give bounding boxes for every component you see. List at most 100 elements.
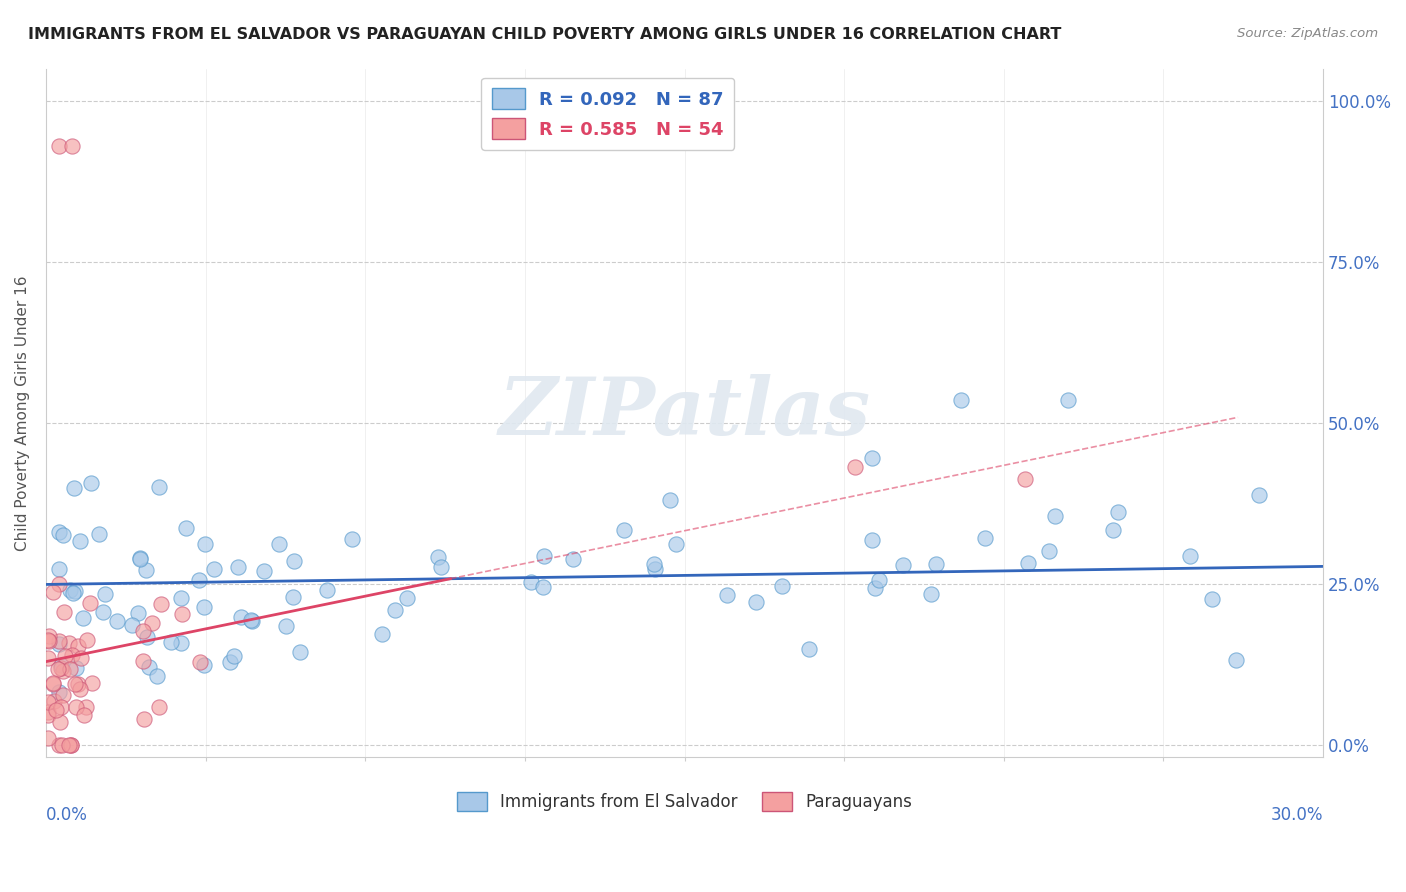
Point — [65, 661, 87, 675]
Point — [52, 605, 75, 619]
Point — [1247, 487, 1270, 501]
Point — [129, 552, 152, 566]
Point — [149, 597, 172, 611]
Point — [53, 649, 76, 664]
Point — [37, 633, 59, 648]
Point — [45, 703, 67, 717]
Point — [924, 558, 946, 572]
Point — [384, 603, 406, 617]
Point — [82, 675, 104, 690]
Point — [1108, 505, 1130, 519]
Point — [430, 560, 453, 574]
Point — [644, 562, 666, 576]
Point — [59, 738, 82, 752]
Point — [973, 531, 995, 545]
Point — [863, 581, 886, 595]
Point — [1017, 556, 1039, 570]
Text: Source: ZipAtlas.com: Source: ZipAtlas.com — [1237, 27, 1378, 40]
Point — [240, 614, 263, 628]
Point — [73, 708, 96, 723]
Point — [643, 557, 665, 571]
Point — [58, 738, 80, 752]
Point — [72, 611, 94, 625]
Point — [533, 549, 555, 564]
Point — [69, 682, 91, 697]
Point — [1038, 543, 1060, 558]
Point — [658, 493, 681, 508]
Point — [146, 668, 169, 682]
Point — [188, 574, 211, 588]
Point — [52, 664, 75, 678]
Point — [138, 660, 160, 674]
Point — [283, 590, 305, 604]
Point — [1056, 393, 1078, 408]
Point — [75, 700, 97, 714]
Point — [63, 584, 86, 599]
Point — [105, 614, 128, 628]
Point — [1014, 472, 1036, 486]
Point — [127, 606, 149, 620]
Point — [63, 481, 86, 495]
Point — [665, 537, 688, 551]
Point — [66, 677, 89, 691]
Point — [342, 533, 364, 547]
Point — [1180, 549, 1202, 564]
Point — [59, 583, 82, 598]
Point — [41, 585, 63, 599]
Text: 0.0%: 0.0% — [46, 805, 87, 823]
Point — [371, 626, 394, 640]
Point — [844, 460, 866, 475]
Point — [1201, 591, 1223, 606]
Point — [716, 588, 738, 602]
Point — [868, 573, 890, 587]
Point — [132, 654, 155, 668]
Point — [188, 655, 211, 669]
Point — [65, 699, 87, 714]
Point — [37, 705, 59, 719]
Point — [224, 648, 246, 663]
Point — [48, 685, 70, 699]
Point — [745, 595, 768, 609]
Point — [219, 655, 242, 669]
Point — [48, 577, 70, 591]
Point — [134, 712, 156, 726]
Point — [59, 662, 82, 676]
Point — [202, 561, 225, 575]
Point — [148, 700, 170, 714]
Legend: Immigrants from El Salvador, Paraguayans: Immigrants from El Salvador, Paraguayans — [450, 785, 920, 818]
Point — [49, 715, 72, 730]
Point — [797, 642, 820, 657]
Point — [533, 580, 555, 594]
Point — [60, 648, 83, 662]
Point — [51, 738, 73, 752]
Point — [283, 554, 305, 568]
Point — [37, 695, 59, 709]
Point — [170, 591, 193, 606]
Text: ZIPatlas: ZIPatlas — [499, 375, 870, 451]
Point — [38, 634, 60, 648]
Point — [950, 393, 973, 408]
Point — [76, 632, 98, 647]
Y-axis label: Child Poverty Among Girls Under 16: Child Poverty Among Girls Under 16 — [15, 276, 30, 550]
Point — [79, 476, 101, 491]
Point — [170, 607, 193, 622]
Point — [427, 550, 450, 565]
Point — [891, 558, 914, 572]
Text: 30.0%: 30.0% — [1271, 805, 1323, 823]
Point — [229, 609, 252, 624]
Point — [860, 450, 883, 465]
Point — [920, 587, 942, 601]
Point — [38, 630, 60, 644]
Point — [121, 618, 143, 632]
Point — [519, 574, 541, 589]
Point — [58, 636, 80, 650]
Point — [148, 479, 170, 493]
Point — [69, 650, 91, 665]
Point — [135, 630, 157, 644]
Point — [49, 699, 72, 714]
Point — [274, 619, 297, 633]
Point — [269, 537, 291, 551]
Point — [62, 586, 84, 600]
Point — [67, 640, 90, 654]
Point — [395, 591, 418, 605]
